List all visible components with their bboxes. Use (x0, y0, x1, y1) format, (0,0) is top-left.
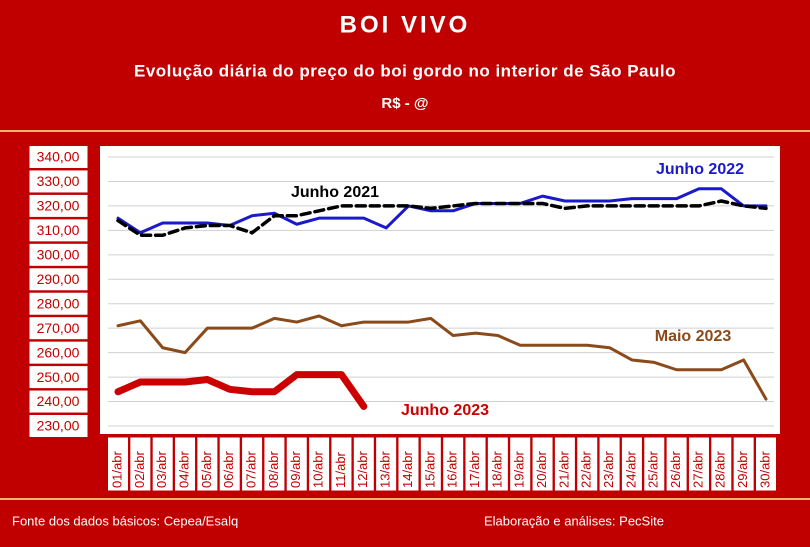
x-tick-box (241, 436, 264, 492)
y-tick-label: 290,00 (37, 271, 80, 287)
x-tick-label: 23/abr (601, 450, 616, 488)
x-tick-label: 12/abr (355, 450, 370, 488)
y-tick-label: 240,00 (37, 393, 80, 409)
y-tick-label: 270,00 (37, 320, 80, 336)
x-tick-label: 01/abr (109, 450, 124, 488)
x-tick-label: 14/abr (400, 450, 415, 488)
source-note: Fonte dos dados básicos: Cepea/Esalq (12, 513, 238, 528)
x-tick-box (330, 436, 353, 492)
y-tick-label: 260,00 (37, 344, 80, 360)
y-tick-label: 330,00 (37, 173, 80, 189)
x-tick-box (553, 436, 576, 492)
x-tick-box (285, 436, 308, 492)
y-tick-box (28, 340, 89, 365)
x-tick-box (352, 436, 375, 492)
x-tick-box (755, 436, 777, 492)
x-tick-label: 15/abr (422, 450, 437, 488)
y-tick-box (28, 218, 89, 243)
x-tick-label: 03/abr (154, 450, 169, 488)
x-tick-box (442, 436, 465, 492)
x-tick-box (375, 436, 398, 492)
x-tick-label: 08/abr (266, 450, 281, 488)
y-tick-label: 280,00 (37, 295, 80, 311)
y-tick-box (28, 414, 89, 438)
y-tick-label: 320,00 (37, 198, 80, 214)
x-tick-box (464, 436, 487, 492)
x-tick-label: 16/abr (445, 450, 460, 488)
x-tick-box (129, 436, 152, 492)
x-tick-label: 20/abr (534, 450, 549, 488)
unit-label: R$ - @ (381, 95, 428, 112)
y-tick-label: 230,00 (37, 418, 80, 434)
chart-title: BOI VIVO (340, 11, 471, 38)
x-tick-box (643, 436, 666, 492)
series-label: Junho 2022 (656, 161, 744, 178)
x-tick-box (174, 436, 197, 492)
y-tick-box (28, 389, 89, 414)
x-tick-box (509, 436, 532, 492)
x-tick-label: 25/abr (646, 450, 661, 488)
x-tick-box (620, 436, 643, 492)
y-tick-label: 310,00 (37, 222, 80, 238)
y-tick-box (28, 242, 89, 267)
y-tick-box (28, 316, 89, 341)
x-tick-label: 21/abr (556, 450, 571, 488)
y-tick-box (28, 365, 89, 390)
x-tick-label: 17/abr (467, 450, 482, 488)
x-tick-box (598, 436, 621, 492)
y-tick-box (28, 267, 89, 292)
credit-note: Elaboração e análises: PecSite (484, 513, 664, 528)
x-tick-label: 05/abr (199, 450, 214, 488)
series-label: Maio 2023 (655, 328, 732, 345)
x-tick-label: 30/abr (757, 450, 772, 488)
y-tick-box (28, 169, 89, 194)
series-label: Junho 2021 (291, 184, 379, 201)
x-tick-label: 27/abr (690, 450, 705, 488)
x-tick-label: 29/abr (735, 450, 750, 488)
series-label: Junho 2023 (401, 402, 489, 419)
x-tick-box (151, 436, 174, 492)
x-tick-box (710, 436, 733, 492)
x-tick-box (531, 436, 554, 492)
series-line (114, 371, 368, 410)
x-tick-label: 19/abr (512, 450, 527, 488)
x-tick-label: 24/abr (623, 450, 638, 488)
x-tick-label: 22/abr (579, 450, 594, 488)
x-tick-box (308, 436, 331, 492)
x-tick-label: 26/abr (668, 450, 683, 488)
x-tick-label: 02/abr (132, 450, 147, 488)
chart-subtitle: Evolução diária do preço do boi gordo no… (134, 61, 676, 80)
y-tick-label: 340,00 (37, 149, 80, 165)
x-tick-box (218, 436, 241, 492)
series-line (116, 314, 768, 401)
x-tick-box (107, 436, 129, 492)
x-tick-box (665, 436, 688, 492)
y-tick-box (28, 145, 89, 169)
x-tick-label: 07/abr (244, 450, 259, 488)
x-tick-box (419, 436, 442, 492)
x-tick-box (687, 436, 710, 492)
x-tick-label: 11/abr (333, 451, 348, 488)
x-tick-label: 18/abr (489, 450, 504, 488)
y-tick-label: 300,00 (37, 247, 80, 263)
x-tick-label: 06/abr (221, 450, 236, 488)
series-line (116, 199, 768, 238)
x-tick-label: 13/abr (378, 450, 393, 488)
x-tick-box (397, 436, 420, 492)
y-tick-box (28, 193, 89, 218)
x-tick-box (486, 436, 509, 492)
x-tick-label: 28/abr (713, 450, 728, 488)
x-tick-box (263, 436, 286, 492)
x-tick-box (732, 436, 755, 492)
y-tick-box (28, 291, 89, 316)
x-tick-box (576, 436, 599, 492)
y-tick-label: 250,00 (37, 369, 80, 385)
x-tick-label: 09/abr (288, 450, 303, 488)
x-tick-label: 04/abr (176, 450, 191, 488)
x-tick-label: 10/abr (311, 450, 326, 488)
x-tick-box (196, 436, 219, 492)
plot-area (100, 146, 780, 434)
